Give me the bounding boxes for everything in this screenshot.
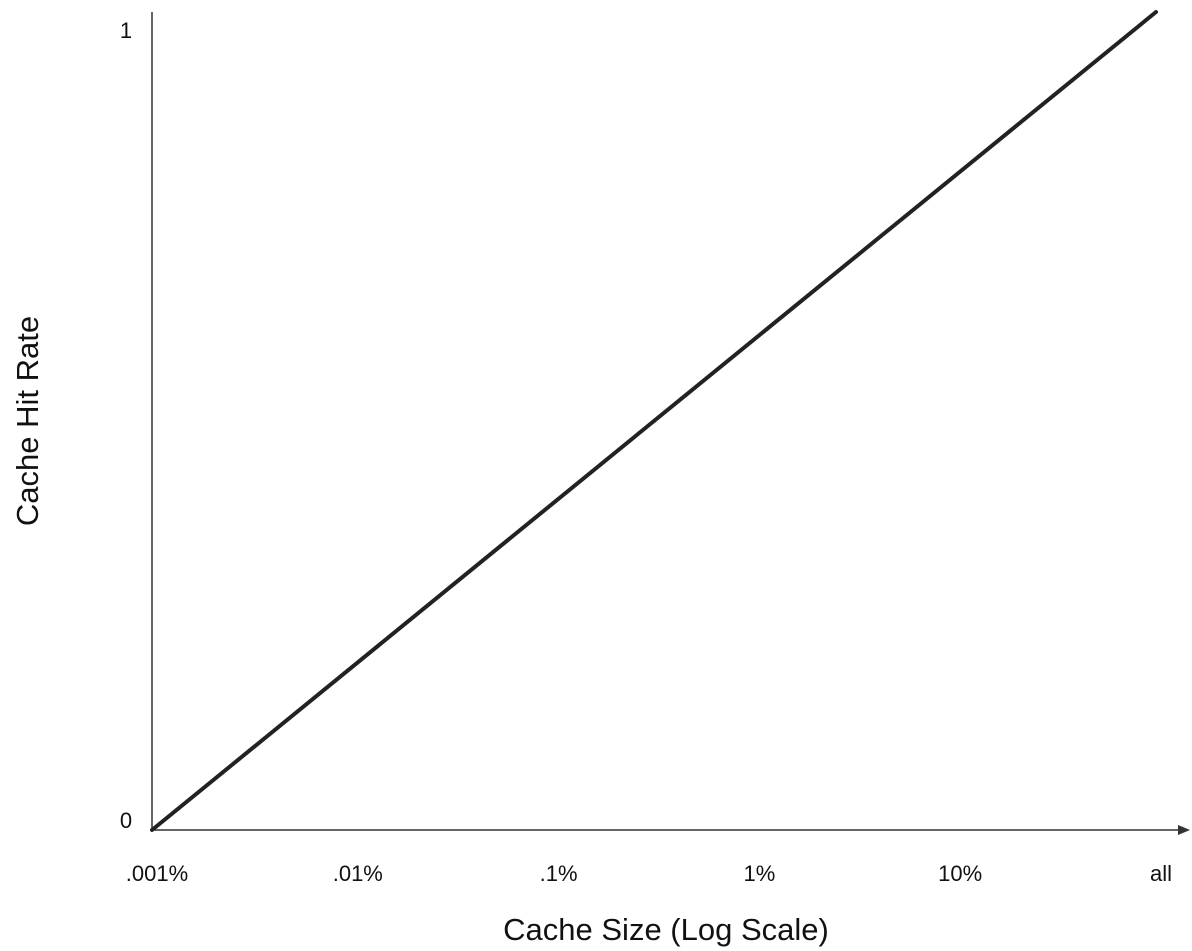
y-axis-title: Cache Hit Rate	[10, 316, 45, 526]
series-line	[150, 10, 1158, 832]
x-tick-label: .001%	[126, 861, 188, 886]
y-tick-label: 0	[120, 808, 132, 833]
ticks-layer: .001% .01% .1% 1% 10% all 0 1	[120, 18, 1172, 886]
x-tick-label: .1%	[540, 861, 578, 886]
axes	[151, 12, 1190, 835]
x-tick-label: all	[1150, 861, 1172, 886]
x-tick-label: 10%	[938, 861, 982, 886]
x-tick-label: 1%	[744, 861, 776, 886]
x-tick-label: .01%	[333, 861, 383, 886]
series-layer	[150, 10, 1158, 832]
y-tick-label: 1	[120, 18, 132, 43]
x-axis-arrow-icon	[1178, 825, 1190, 835]
x-axis-title: Cache Size (Log Scale)	[503, 912, 829, 947]
